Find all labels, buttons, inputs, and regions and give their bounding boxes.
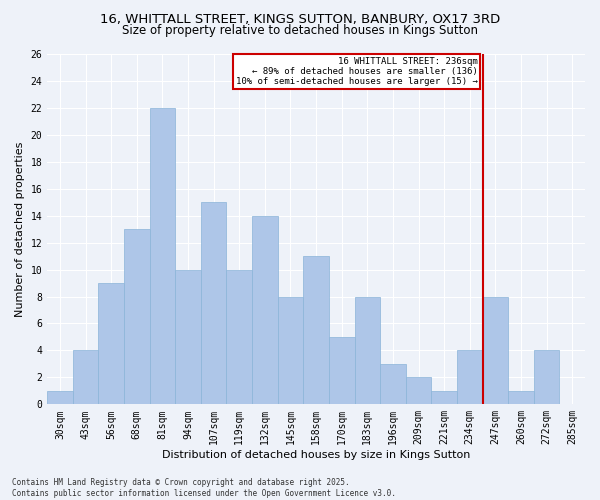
Y-axis label: Number of detached properties: Number of detached properties (15, 142, 25, 317)
Bar (278, 296, 303, 405)
Bar (431, 391, 457, 404)
Bar (329, 337, 355, 404)
Bar (98, 283, 124, 405)
Bar (303, 256, 329, 404)
Bar (226, 270, 252, 404)
Bar (508, 391, 534, 404)
Bar (149, 108, 175, 405)
Bar (406, 378, 431, 404)
Text: Contains HM Land Registry data © Crown copyright and database right 2025.
Contai: Contains HM Land Registry data © Crown c… (12, 478, 396, 498)
X-axis label: Distribution of detached houses by size in Kings Sutton: Distribution of detached houses by size … (162, 450, 470, 460)
Bar (534, 350, 559, 405)
Bar (252, 216, 278, 404)
Bar (482, 296, 508, 405)
Bar (175, 270, 201, 404)
Text: Size of property relative to detached houses in Kings Sutton: Size of property relative to detached ho… (122, 24, 478, 37)
Bar (124, 229, 149, 404)
Text: 16 WHITTALL STREET: 236sqm
← 89% of detached houses are smaller (136)
10% of sem: 16 WHITTALL STREET: 236sqm ← 89% of deta… (236, 56, 478, 86)
Bar (201, 202, 226, 404)
Bar (457, 350, 482, 405)
Text: 16, WHITTALL STREET, KINGS SUTTON, BANBURY, OX17 3RD: 16, WHITTALL STREET, KINGS SUTTON, BANBU… (100, 12, 500, 26)
Bar (380, 364, 406, 405)
Bar (47, 391, 73, 404)
Bar (73, 350, 98, 405)
Bar (355, 296, 380, 405)
